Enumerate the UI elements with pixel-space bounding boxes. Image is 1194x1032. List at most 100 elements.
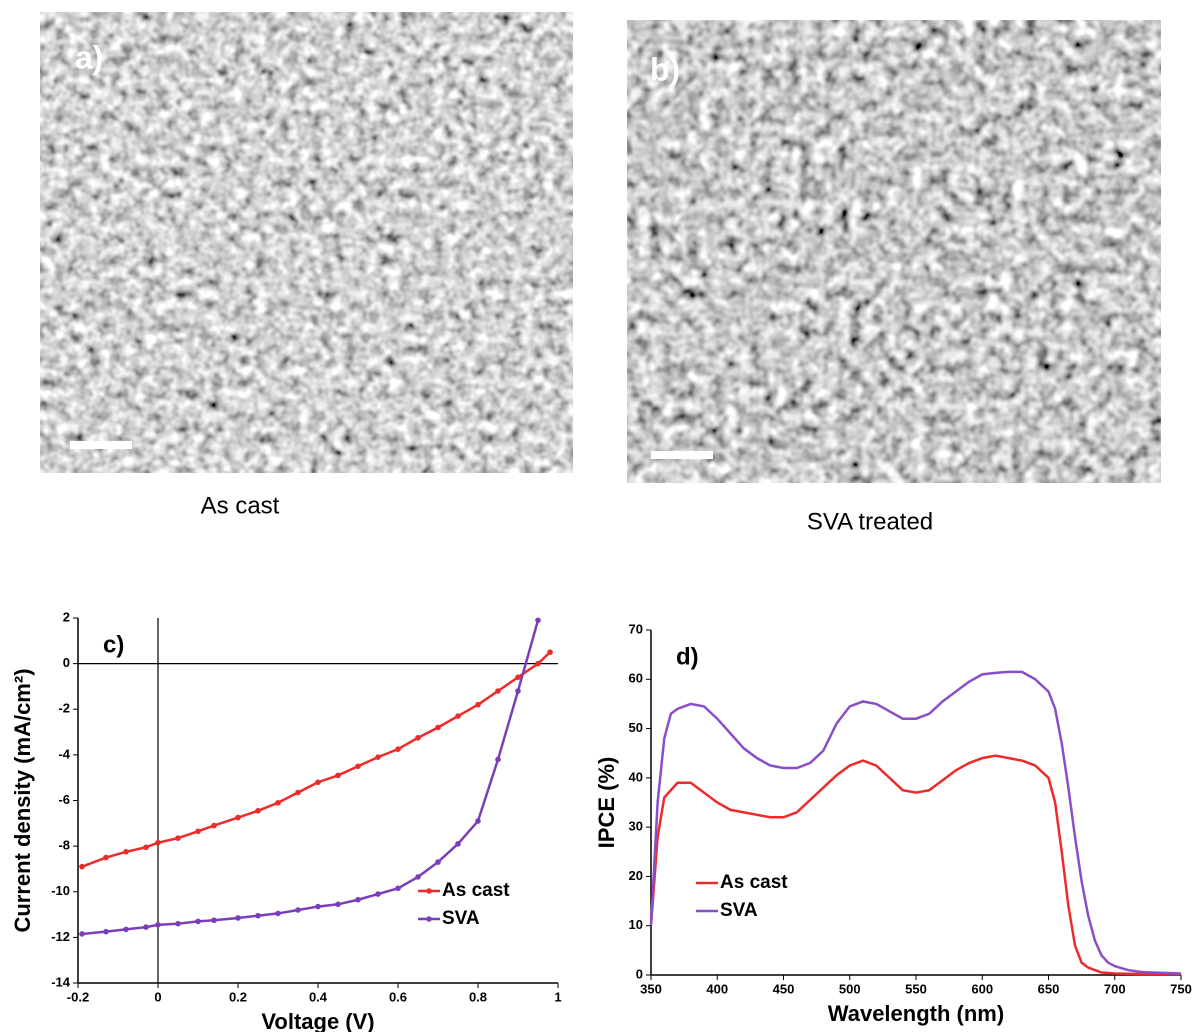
y-tick-label: -6 [58, 792, 70, 807]
series-line [81, 651, 551, 868]
y-tick-label: 10 [629, 917, 643, 932]
point [155, 839, 161, 846]
panel-label: b) [650, 51, 680, 87]
point [355, 763, 361, 770]
y-tick-label: 40 [629, 769, 643, 784]
point [175, 920, 181, 927]
y-tick-label: 60 [629, 671, 643, 686]
x-tick-label: 500 [839, 981, 861, 996]
point [211, 917, 217, 924]
x-tick-label: 750 [1170, 981, 1192, 996]
x-tick-label: 400 [706, 981, 728, 996]
point [475, 701, 481, 708]
series-line [649, 754, 1181, 976]
legend-marker [426, 916, 432, 922]
point [315, 779, 321, 786]
point [315, 903, 321, 910]
point [455, 841, 461, 847]
legend-label: As cast [720, 872, 788, 893]
point [103, 928, 109, 935]
x-tick-label: 700 [1104, 981, 1126, 996]
x-axis-title: Voltage (V) [261, 1009, 374, 1032]
legend-label: SVA [720, 900, 758, 921]
point [335, 901, 341, 908]
y-tick-label: -10 [51, 883, 70, 898]
x-tick-label: -0.2 [67, 989, 89, 1004]
point [535, 660, 541, 667]
series-line [649, 670, 1182, 975]
caption: SVA treated [807, 508, 933, 535]
scale-bar [651, 451, 713, 459]
point [395, 885, 401, 892]
x-tick-label: 350 [640, 981, 662, 996]
y-tick-label: 0 [636, 966, 643, 981]
y-tick-label: 50 [629, 720, 643, 735]
y-tick-label: 30 [629, 819, 643, 834]
point [255, 807, 261, 814]
caption: As cast [201, 492, 280, 519]
x-tick-label: 1 [554, 989, 561, 1004]
point [335, 772, 341, 779]
point [211, 822, 217, 829]
y-tick-label: 0 [63, 655, 70, 670]
point [495, 688, 501, 694]
point [195, 828, 201, 835]
point [295, 789, 301, 796]
point [515, 688, 521, 694]
y-tick-label: 2 [63, 609, 70, 624]
point [275, 910, 281, 917]
point [275, 799, 281, 806]
legend-marker [426, 888, 432, 894]
point [295, 907, 301, 913]
point [475, 818, 481, 824]
x-tick-label: 600 [971, 981, 993, 996]
x-tick-label: 650 [1038, 981, 1060, 996]
x-tick-label: 0.8 [469, 989, 487, 1004]
point [155, 922, 161, 928]
y-axis-title: Current density (mA/cm²) [10, 668, 35, 932]
point [79, 863, 85, 870]
point [375, 891, 381, 897]
y-tick-label: -12 [51, 929, 70, 944]
x-axis-title: Wavelength (nm) [828, 1001, 1004, 1026]
y-axis-title: IPCE (%) [594, 757, 619, 849]
point [495, 756, 501, 763]
y-tick-label: -4 [58, 746, 70, 761]
scale-bar [70, 441, 132, 449]
point [235, 814, 241, 821]
point [375, 754, 381, 760]
point [143, 844, 149, 851]
x-tick-label: 0 [154, 989, 161, 1004]
y-tick-label: -8 [58, 838, 70, 853]
legend-label: SVA [442, 908, 480, 929]
panel-label: a) [75, 39, 103, 75]
x-tick-label: 0.4 [309, 989, 328, 1004]
point [355, 896, 361, 903]
point [435, 859, 441, 865]
y-tick-label: -14 [51, 974, 71, 989]
x-tick-label: 550 [905, 981, 927, 996]
point [395, 746, 401, 752]
x-tick-label: 450 [773, 981, 795, 996]
point [535, 617, 541, 624]
x-tick-label: 0.6 [389, 989, 407, 1004]
point [415, 734, 421, 741]
point [123, 849, 129, 855]
point [143, 924, 149, 930]
point [175, 835, 181, 841]
point [123, 926, 129, 933]
x-tick-label: 0.2 [229, 989, 247, 1004]
y-tick-label: -2 [58, 701, 70, 716]
panel-label: d) [676, 643, 699, 670]
point [103, 854, 109, 861]
point [195, 918, 201, 925]
point [435, 724, 441, 731]
point [415, 874, 421, 880]
y-tick-label: 20 [629, 868, 643, 883]
point [235, 915, 241, 921]
point [79, 931, 85, 937]
point [515, 674, 521, 681]
point [255, 912, 261, 919]
